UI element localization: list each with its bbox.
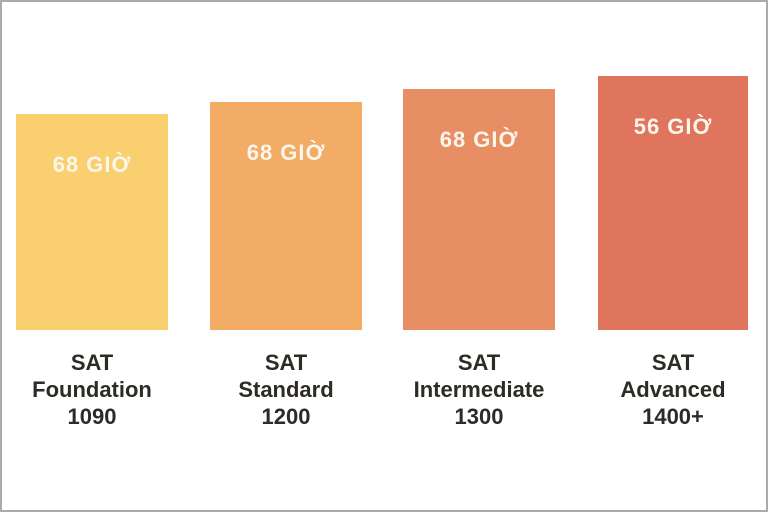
- label-line: Standard: [238, 377, 334, 402]
- label-line: SAT: [457, 350, 501, 375]
- label-line: Advanced: [620, 377, 726, 402]
- label-line: Foundation: [32, 377, 152, 402]
- label-line: SAT: [70, 350, 114, 375]
- category-label-sat-standard: SAT Standard 1200: [176, 349, 396, 430]
- bar-value-label: 56 GIỜ: [633, 114, 713, 139]
- category-label-sat-foundation: SAT Foundation 1090: [2, 349, 202, 430]
- label-line: 1090: [67, 404, 117, 429]
- bar-value-label: 68 GIỜ: [52, 152, 132, 177]
- bar-sat-foundation: 68 GIỜ: [16, 114, 168, 330]
- category-label-sat-intermediate: SAT Intermediate 1300: [369, 349, 589, 430]
- label-line: SAT: [264, 350, 308, 375]
- bar-sat-advanced: 56 GIỜ: [598, 76, 748, 330]
- bar-value-label: 68 GIỜ: [439, 127, 519, 152]
- bar-value-label: 68 GIỜ: [246, 140, 326, 165]
- label-line: 1200: [261, 404, 311, 429]
- label-line: Intermediate: [413, 377, 545, 402]
- bar-sat-standard: 68 GIỜ: [210, 102, 362, 330]
- category-label-sat-advanced: SAT Advanced 1400+: [563, 349, 766, 430]
- label-line: 1300: [454, 404, 504, 429]
- bar-sat-intermediate: 68 GIỜ: [403, 89, 555, 330]
- label-line: 1400+: [642, 404, 704, 429]
- label-line: SAT: [651, 350, 695, 375]
